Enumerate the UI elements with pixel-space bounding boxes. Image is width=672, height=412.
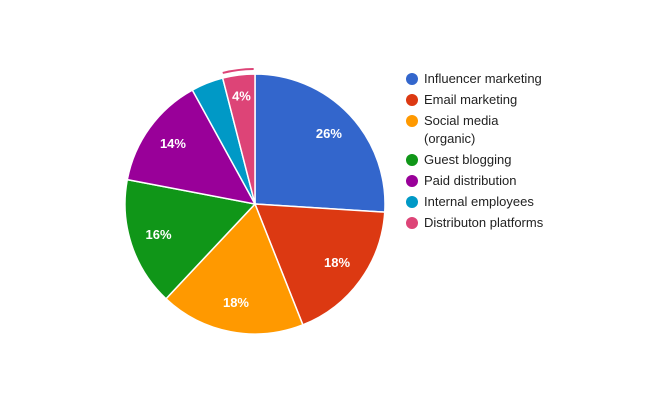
legend-label: Guest blogging [424, 152, 512, 167]
hover-ring [222, 68, 254, 74]
legend-label: Distributon platforms [424, 215, 544, 230]
legend-marker [406, 73, 418, 85]
slice-label: 18% [223, 295, 249, 310]
legend-label: Internal employees [424, 194, 534, 209]
slice-label: 16% [146, 227, 172, 242]
slice-label: 14% [160, 136, 186, 151]
legend-marker [406, 196, 418, 208]
legend-marker [406, 115, 418, 127]
legend-label: Email marketing [424, 92, 518, 107]
slice-label: 26% [316, 126, 342, 141]
legend-label: Paid distribution [424, 173, 517, 188]
legend-marker [406, 175, 418, 187]
legend-item: Social media (organic) [405, 112, 524, 148]
legend-item: Paid distribution [405, 172, 554, 190]
legend-label: Social media (organic) [424, 113, 499, 146]
pie-slice [124, 178, 257, 300]
legend-marker [406, 94, 418, 106]
legend-item: Email marketing [405, 91, 554, 109]
legend-item: Internal employees [405, 193, 554, 211]
pie-slice [253, 203, 386, 326]
pie-slice [221, 73, 256, 205]
legend-item: Guest blogging [405, 151, 554, 169]
pie-slice [126, 89, 257, 206]
legend-marker [406, 154, 418, 166]
pie-slice [254, 73, 386, 213]
slice-label: 4% [232, 88, 251, 103]
legend-label: Influencer marketing [424, 71, 542, 86]
slice-label: 18% [324, 255, 350, 270]
pie-slice [164, 202, 304, 335]
legend-item: Influencer marketing [405, 70, 554, 88]
legend: Influencer marketing Email marketing Socia… [405, 70, 554, 235]
legend-item: Distributon platforms [405, 214, 554, 232]
legend-marker [406, 217, 418, 229]
